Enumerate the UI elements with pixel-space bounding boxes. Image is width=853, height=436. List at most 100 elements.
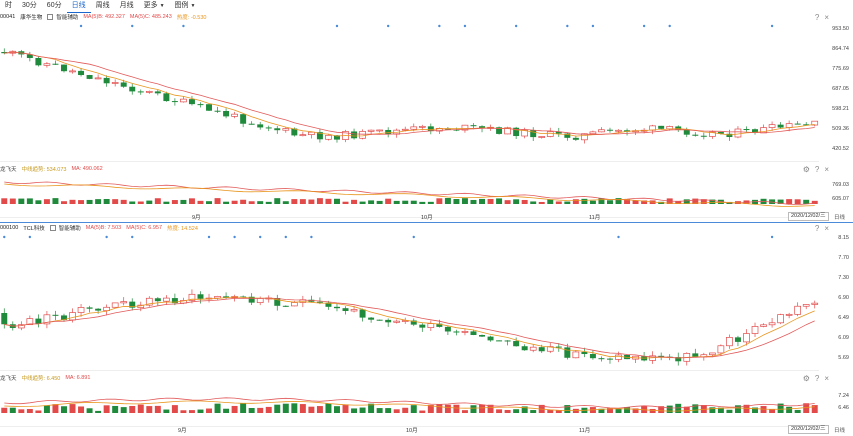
volume-bar: [299, 404, 306, 413]
candle-body: [282, 128, 290, 131]
tab-hour[interactable]: 时: [5, 2, 12, 9]
help-icon[interactable]: ?: [814, 164, 820, 174]
volume-bar: [188, 410, 195, 413]
candle-body: [768, 124, 776, 128]
volume-bar: [274, 404, 281, 413]
panel-divider[interactable]: [0, 222, 853, 223]
legend-menu[interactable]: 图例 ▼: [170, 0, 201, 12]
candle-body: [290, 302, 298, 307]
candle-body: [794, 123, 801, 125]
tab-monthly[interactable]: 月线: [119, 2, 134, 9]
close-icon[interactable]: ×: [824, 164, 829, 174]
volume-bar: [777, 199, 784, 204]
volume-bar: [606, 200, 613, 204]
settings-icon[interactable]: ⚙: [802, 373, 810, 383]
candle-body: [444, 326, 451, 332]
help-icon[interactable]: ?: [814, 223, 820, 233]
bottom-indicator-chart[interactable]: [0, 383, 819, 427]
volume-bar: [547, 409, 554, 413]
top-price-axis: 953.50 864.74 775.69 687.05 598.21 509.3…: [819, 22, 853, 162]
volume-bar: [487, 198, 494, 204]
candle-body: [538, 136, 546, 138]
close-icon[interactable]: ×: [824, 12, 829, 22]
signal-dot: [28, 235, 32, 239]
volume-bar: [240, 403, 247, 413]
tab-weekly[interactable]: 周线: [95, 2, 110, 9]
volume-bar: [197, 200, 204, 204]
candle-body: [333, 135, 340, 140]
trend-line-value: 中线趋势: 534.073: [21, 167, 67, 173]
candle-body: [248, 296, 255, 303]
candle-body: [803, 124, 810, 126]
candle-body: [120, 82, 127, 87]
top-sub-header: 龙飞天 中线趋势: 534.073 MA: 490.062: [0, 164, 108, 174]
candle-body: [589, 131, 597, 135]
volume-bar: [180, 410, 187, 413]
moving-average-line: [4, 51, 815, 137]
candle-body: [479, 126, 486, 129]
tab-30min[interactable]: 30分: [22, 2, 37, 9]
candle-body: [530, 130, 537, 138]
candle-body: [529, 346, 537, 351]
help-icon[interactable]: ?: [814, 12, 820, 22]
volume-bar: [709, 407, 716, 413]
signal-dot: [79, 24, 83, 28]
candle-body: [606, 129, 613, 131]
candle-body: [274, 128, 281, 131]
candle-body: [760, 324, 767, 327]
candle-body: [794, 305, 802, 315]
tab-60min[interactable]: 60分: [46, 2, 62, 9]
candle-body: [572, 351, 580, 359]
candle-body: [385, 319, 392, 323]
bottom-chart-header: 000100 TCL科技 智能辅助 MA(5)B: 7.503 MA(5)C: …: [0, 223, 203, 233]
volume-bar: [120, 407, 127, 413]
candle-body: [188, 99, 195, 105]
candle-body: [692, 353, 699, 357]
volume-bar: [632, 200, 639, 204]
volume-bar: [95, 410, 102, 413]
close-icon[interactable]: ×: [824, 373, 829, 383]
bottom-candlestick-chart[interactable]: [0, 233, 819, 371]
help-icon[interactable]: ?: [814, 373, 820, 383]
volume-bar: [479, 198, 486, 204]
volume-bar: [393, 409, 400, 413]
month-label-sep: 9月: [178, 428, 187, 434]
tab-daily[interactable]: 日线: [66, 0, 91, 13]
candle-body: [1, 313, 8, 325]
volume-bar: [60, 406, 67, 413]
volume-bar: [402, 407, 409, 413]
indicator-line: [4, 183, 815, 207]
candle-body: [717, 345, 725, 354]
chevron-down-icon: ▼: [159, 3, 165, 9]
candle-body: [470, 331, 477, 335]
top-candlestick-chart[interactable]: [0, 22, 819, 162]
axis-tick: 7.30: [838, 275, 849, 281]
candle-body: [154, 91, 161, 94]
volume-bar: [69, 404, 76, 413]
candle-body: [410, 126, 418, 130]
volume-bar: [700, 199, 707, 204]
settings-icon[interactable]: ⚙: [802, 164, 810, 174]
candle-body: [342, 308, 349, 312]
candle-body: [120, 301, 128, 304]
candle-body: [197, 104, 204, 106]
month-label-oct: 10月: [406, 428, 418, 434]
more-menu[interactable]: 更多 ▼: [139, 0, 170, 12]
candle-body: [333, 306, 340, 309]
volume-bar: [615, 408, 622, 413]
candle-body: [418, 125, 426, 128]
assist-checkbox[interactable]: [49, 225, 56, 231]
close-icon[interactable]: ×: [824, 223, 829, 233]
stock-code: 00041: [0, 14, 16, 20]
candle-body: [546, 131, 554, 137]
volume-bar: [555, 410, 562, 413]
volume-bar: [479, 404, 486, 413]
volume-bar: [513, 199, 520, 204]
signal-dot: [310, 235, 313, 239]
signal-dot: [617, 235, 620, 239]
volume-bar: [1, 407, 8, 413]
top-indicator-chart[interactable]: [0, 174, 819, 218]
candle-body: [69, 70, 76, 73]
volume-bar: [564, 201, 571, 204]
assist-checkbox[interactable]: [47, 14, 54, 20]
